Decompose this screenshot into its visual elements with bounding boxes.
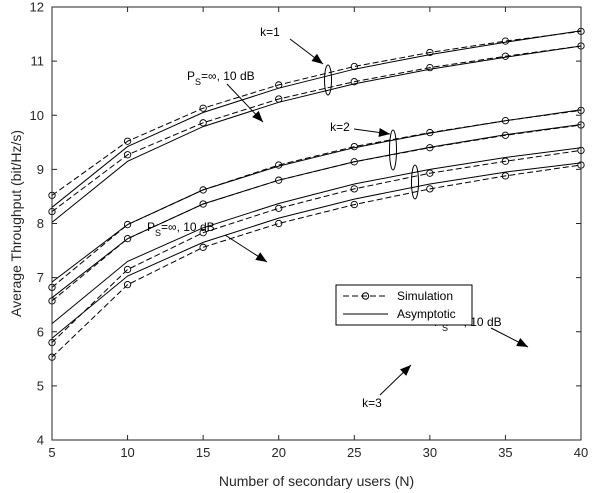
data-point — [426, 185, 434, 193]
data-point — [275, 176, 283, 184]
arrow-ps1-head — [252, 110, 263, 122]
x-tick-label: 20 — [271, 445, 285, 460]
series-line-simulation-0 — [51, 30, 582, 196]
x-tick-label: 35 — [498, 445, 512, 460]
legend-simulation-marker — [361, 292, 370, 300]
series-line-simulation-10 — [51, 164, 582, 358]
plot-background — [52, 7, 581, 440]
series-layer — [48, 27, 585, 361]
annotation-k2: k=2 — [330, 120, 350, 134]
data-point — [123, 220, 132, 229]
data-point — [275, 219, 283, 228]
legend: Simulation Asymptotic — [335, 284, 473, 326]
data-point — [501, 172, 510, 180]
series-line-asymptotic-5 — [51, 109, 582, 283]
data-point — [426, 63, 434, 72]
data-point — [199, 200, 207, 208]
x-axis-label: Number of secondary users (N) — [219, 473, 414, 489]
series-line-simulation-2 — [51, 45, 582, 212]
annotation-ps2: PS=∞, 10 dB — [147, 220, 215, 238]
arrow-k3-head — [399, 365, 411, 376]
data-point — [501, 157, 510, 165]
series-line-asymptotic-3 — [51, 45, 582, 223]
y-tick-label: 7 — [37, 270, 44, 285]
data-point — [350, 200, 358, 209]
data-point — [275, 204, 283, 212]
legend-box — [335, 284, 473, 326]
data-point — [426, 48, 434, 57]
data-point — [501, 52, 510, 60]
series-line-asymptotic-9 — [51, 147, 582, 324]
data-point — [199, 186, 207, 194]
data-point — [123, 151, 132, 159]
data-point — [199, 104, 207, 112]
series-line-asymptotic-11 — [51, 162, 582, 339]
data-point — [350, 78, 358, 86]
x-tick-label: 5 — [48, 445, 55, 460]
data-point — [350, 62, 358, 71]
series-line-simulation-8 — [51, 149, 582, 343]
plot-area — [52, 7, 581, 440]
data-point — [350, 158, 358, 166]
y-tick-label: 4 — [37, 433, 44, 448]
y-axis-label: Average Throughput (bit/Hz/s) — [8, 130, 24, 317]
data-point — [199, 243, 207, 251]
x-tick-label: 30 — [423, 445, 437, 460]
data-point — [123, 235, 132, 243]
y-tick-label: 12 — [30, 0, 44, 15]
group-ellipse-2 — [389, 129, 397, 171]
y-tick-label: 8 — [37, 216, 44, 231]
y-tick-label: 6 — [37, 324, 44, 339]
data-point — [199, 229, 207, 237]
legend-asymptotic-label: Asymptotic — [397, 307, 456, 321]
group-ellipse-3 — [411, 164, 419, 200]
arrow-ps3-head — [516, 337, 528, 347]
y-tick-label: 9 — [37, 162, 44, 177]
y-tick-label: 10 — [30, 108, 44, 123]
x-tick-label: 40 — [574, 445, 588, 460]
group-ellipse-1 — [324, 64, 332, 96]
annotation-k1: k=1 — [260, 25, 280, 39]
y-tick-label: 11 — [31, 54, 45, 69]
annotation-k3: k=3 — [362, 396, 382, 410]
series-line-asymptotic-1 — [51, 30, 582, 208]
data-point — [501, 37, 510, 45]
data-point — [350, 185, 358, 193]
x-tick-label: 10 — [120, 445, 134, 460]
arrow-k2-head — [378, 128, 390, 137]
data-point — [123, 265, 132, 274]
annotation-ps1: PS=∞, 10 dB — [187, 69, 255, 87]
y-tick-label: 5 — [37, 378, 44, 393]
data-point — [123, 281, 132, 289]
arrow-k1-head — [311, 53, 323, 64]
data-point — [426, 169, 434, 177]
data-point — [199, 119, 207, 127]
x-tick-label: 25 — [347, 445, 361, 460]
x-tick-label: 15 — [196, 445, 210, 460]
arrow-ps2-head — [255, 252, 267, 262]
series-line-asymptotic-7 — [51, 124, 582, 299]
data-point — [123, 137, 132, 145]
legend-simulation-label: Simulation — [397, 289, 453, 303]
